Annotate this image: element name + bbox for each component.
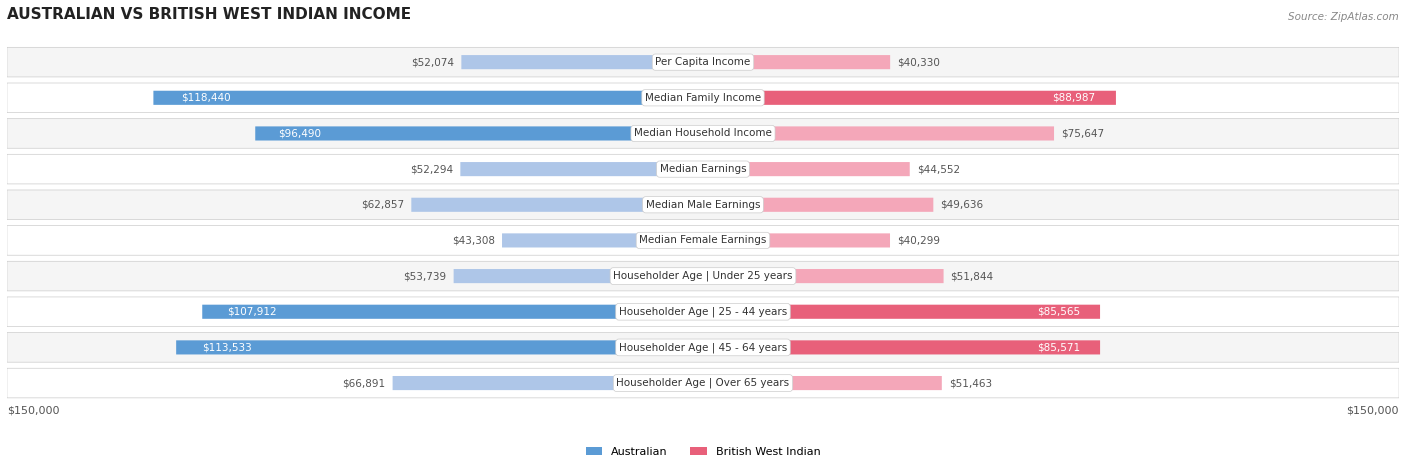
FancyBboxPatch shape — [256, 127, 703, 141]
Text: Source: ZipAtlas.com: Source: ZipAtlas.com — [1288, 12, 1399, 21]
Text: $107,912: $107,912 — [228, 307, 277, 317]
Legend: Australian, British West Indian: Australian, British West Indian — [581, 442, 825, 461]
Text: $85,571: $85,571 — [1038, 342, 1080, 353]
FancyBboxPatch shape — [7, 261, 1399, 291]
Text: $150,000: $150,000 — [7, 406, 59, 416]
FancyBboxPatch shape — [461, 55, 703, 69]
FancyBboxPatch shape — [7, 297, 1399, 326]
FancyBboxPatch shape — [703, 127, 1054, 141]
Text: $53,739: $53,739 — [404, 271, 447, 281]
Text: $52,294: $52,294 — [411, 164, 453, 174]
Text: Householder Age | 25 - 44 years: Householder Age | 25 - 44 years — [619, 306, 787, 317]
FancyBboxPatch shape — [153, 91, 703, 105]
FancyBboxPatch shape — [703, 91, 1116, 105]
FancyBboxPatch shape — [502, 234, 703, 248]
FancyBboxPatch shape — [703, 55, 890, 69]
FancyBboxPatch shape — [7, 83, 1399, 113]
Text: $85,565: $85,565 — [1038, 307, 1080, 317]
Text: $62,857: $62,857 — [361, 200, 405, 210]
Text: Median Male Earnings: Median Male Earnings — [645, 200, 761, 210]
Text: $51,844: $51,844 — [950, 271, 994, 281]
Text: $75,647: $75,647 — [1062, 128, 1104, 138]
FancyBboxPatch shape — [454, 269, 703, 283]
Text: Householder Age | Over 65 years: Householder Age | Over 65 years — [616, 378, 790, 388]
FancyBboxPatch shape — [7, 226, 1399, 255]
Text: $88,987: $88,987 — [1052, 93, 1095, 103]
Text: $150,000: $150,000 — [1347, 406, 1399, 416]
FancyBboxPatch shape — [703, 376, 942, 390]
Text: $44,552: $44,552 — [917, 164, 960, 174]
FancyBboxPatch shape — [412, 198, 703, 212]
FancyBboxPatch shape — [460, 162, 703, 176]
Text: Householder Age | 45 - 64 years: Householder Age | 45 - 64 years — [619, 342, 787, 353]
FancyBboxPatch shape — [7, 47, 1399, 77]
FancyBboxPatch shape — [176, 340, 703, 354]
Text: $51,463: $51,463 — [949, 378, 991, 388]
Text: $49,636: $49,636 — [941, 200, 983, 210]
Text: Median Family Income: Median Family Income — [645, 93, 761, 103]
Text: $118,440: $118,440 — [181, 93, 231, 103]
Text: Median Female Earnings: Median Female Earnings — [640, 235, 766, 246]
FancyBboxPatch shape — [703, 304, 1099, 319]
Text: $43,308: $43,308 — [453, 235, 495, 246]
Text: Median Household Income: Median Household Income — [634, 128, 772, 138]
Text: $96,490: $96,490 — [277, 128, 321, 138]
FancyBboxPatch shape — [7, 368, 1399, 398]
Text: Median Earnings: Median Earnings — [659, 164, 747, 174]
FancyBboxPatch shape — [7, 154, 1399, 184]
Text: $113,533: $113,533 — [202, 342, 252, 353]
Text: $40,330: $40,330 — [897, 57, 941, 67]
Text: Per Capita Income: Per Capita Income — [655, 57, 751, 67]
Text: $66,891: $66,891 — [343, 378, 385, 388]
FancyBboxPatch shape — [703, 198, 934, 212]
FancyBboxPatch shape — [703, 162, 910, 176]
Text: Householder Age | Under 25 years: Householder Age | Under 25 years — [613, 271, 793, 281]
FancyBboxPatch shape — [392, 376, 703, 390]
FancyBboxPatch shape — [703, 234, 890, 248]
FancyBboxPatch shape — [703, 269, 943, 283]
Text: $40,299: $40,299 — [897, 235, 941, 246]
FancyBboxPatch shape — [7, 333, 1399, 362]
FancyBboxPatch shape — [7, 119, 1399, 148]
FancyBboxPatch shape — [202, 304, 703, 319]
Text: AUSTRALIAN VS BRITISH WEST INDIAN INCOME: AUSTRALIAN VS BRITISH WEST INDIAN INCOME — [7, 7, 411, 21]
FancyBboxPatch shape — [703, 340, 1099, 354]
Text: $52,074: $52,074 — [412, 57, 454, 67]
FancyBboxPatch shape — [7, 190, 1399, 219]
